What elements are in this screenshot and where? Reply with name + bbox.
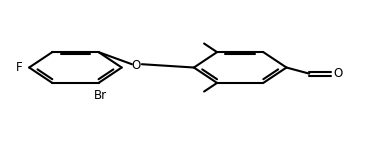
Text: O: O [333, 67, 343, 80]
Text: F: F [16, 61, 22, 74]
Text: Br: Br [94, 89, 107, 102]
Text: O: O [132, 59, 141, 72]
